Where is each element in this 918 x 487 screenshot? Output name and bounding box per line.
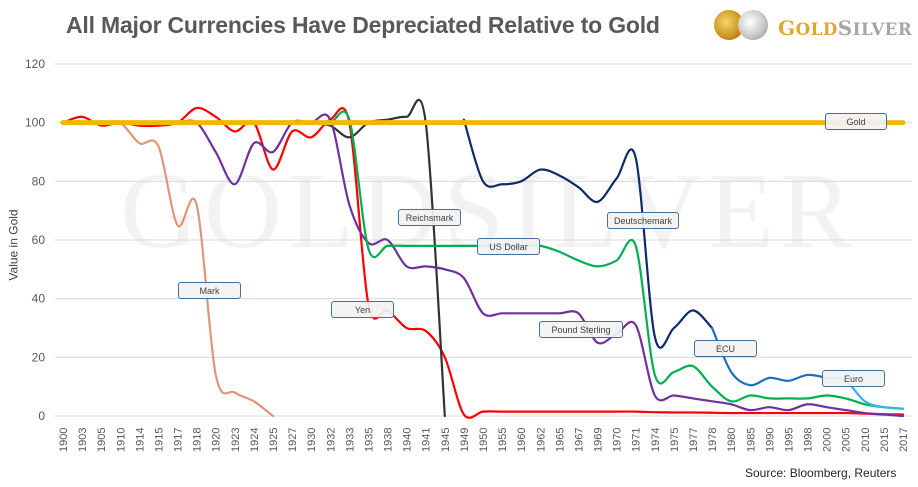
y-tick-label: 120 [25,57,45,71]
annotation-yen: Yen [331,301,394,318]
y-tick-label: 20 [32,350,46,364]
x-tick-label: 2005 [841,428,853,452]
y-tick-label: 100 [25,116,45,130]
series-line-ecu [710,326,828,387]
x-tick-label: 1974 [650,428,662,452]
x-tick-label: 1940 [402,428,414,452]
x-tick-label: 1978 [707,428,719,452]
x-tick-label: 1955 [497,428,509,452]
series-line-mark [61,120,275,418]
x-tick-label: 2017 [898,428,910,452]
series-line-us-dollar [61,110,905,410]
x-tick-label: 1903 [77,428,89,452]
goldsilver-logo: GOLDSILVER [708,6,912,44]
series-line-deutschemark [462,118,714,349]
x-tick-label: 1927 [287,428,299,452]
x-tick-label: 1950 [478,428,490,452]
x-tick-label: 1918 [192,428,204,452]
silver-coin-icon [738,10,768,40]
annotation-mark: Mark [178,282,241,299]
x-tick-label: 2000 [822,428,834,452]
x-tick-label: 1990 [764,428,776,452]
series-line-reichsmark [310,98,446,418]
x-tick-label: 1969 [593,428,605,452]
x-tick-label: 1970 [612,428,624,452]
y-tick-label: 80 [32,174,46,188]
x-tick-label: 1925 [268,428,280,452]
x-tick-label: 1910 [115,428,127,452]
x-tick-label: 1933 [344,428,356,452]
x-tick-label: 1949 [459,428,471,452]
annotation-pound-sterling: Pound Sterling [539,321,623,338]
x-tick-label: 1924 [249,428,261,452]
series-line-pound-sterling [61,113,905,418]
x-tick-label: 1977 [688,428,700,452]
x-tick-label: 1920 [211,428,223,452]
x-tick-label: 1941 [421,428,433,452]
annotation-us-dollar: US Dollar [477,238,540,255]
x-tick-label: 1932 [325,428,337,452]
annotation-euro: Euro [822,370,885,387]
annotation-deutschemark: Deutschemark [607,212,679,229]
y-axis-label: Value in Gold [6,209,21,281]
x-tick-label: 1930 [306,428,318,452]
x-tick-label: 1945 [440,428,452,452]
annotation-gold: Gold [825,113,887,130]
x-tick-label: 1905 [96,428,108,452]
x-tick-label: 1975 [669,428,681,452]
series-line-yen [61,106,905,419]
chart-title: All Major Currencies Have Depreciated Re… [66,12,660,38]
x-tick-label: 1971 [631,428,643,452]
logo-text: GOLDSILVER [778,16,913,40]
x-tick-label: 1935 [363,428,375,452]
x-tick-label: 1900 [58,428,70,452]
x-tick-label: 1995 [783,428,795,452]
x-tick-label: 1917 [173,428,185,452]
x-tick-label: 1960 [516,428,528,452]
y-tick-label: 60 [32,233,46,247]
annotation-ecu: ECU [694,340,757,357]
x-tick-label: 1965 [554,428,566,452]
source-note: Source: Bloomberg, Reuters [745,466,897,480]
x-tick-label: 1967 [573,428,585,452]
x-tick-label: 1962 [535,428,547,452]
x-tick-label: 1923 [230,428,242,452]
x-tick-label: 2015 [879,428,891,452]
x-tick-label: 1985 [745,428,757,452]
x-tick-label: 1938 [383,428,395,452]
x-tick-label: 2010 [860,428,872,452]
y-tick-label: 0 [38,409,45,423]
x-tick-label: 1998 [803,428,815,452]
x-tick-label: 1980 [726,428,738,452]
y-tick-label: 40 [32,292,46,306]
x-tick-label: 1915 [153,428,165,452]
annotation-reichsmark: Reichsmark [398,209,461,226]
x-tick-label: 1914 [134,428,146,452]
